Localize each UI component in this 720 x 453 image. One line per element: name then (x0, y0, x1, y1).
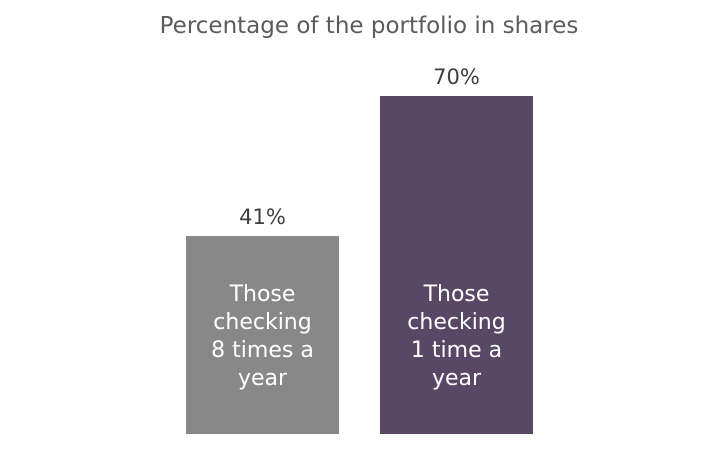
category-label-1-line-1: Those (229, 282, 296, 307)
category-label-1-line-2: checking (213, 310, 311, 335)
category-label-2-line-1: Those (423, 282, 490, 307)
bar-1 (186, 236, 339, 434)
category-label-1-line-3: 8 times a (211, 338, 314, 363)
category-label-2-line-3: 1 time a (411, 338, 502, 363)
bars-group: 41% Those checking 8 times a year 70% Those che… (186, 65, 533, 434)
value-label-2: 70% (433, 65, 480, 89)
category-label-2-line-2: checking (407, 310, 505, 335)
category-label-2-line-4: year (432, 366, 482, 391)
bar-2 (380, 96, 533, 434)
category-label-1: Those checking 8 times a year (211, 282, 314, 391)
chart-title: Percentage of the portfolio in shares (160, 13, 579, 39)
value-label-1: 41% (239, 205, 286, 229)
category-label-2: Those checking 1 time a year (407, 282, 505, 391)
category-label-1-line-4: year (238, 366, 288, 391)
